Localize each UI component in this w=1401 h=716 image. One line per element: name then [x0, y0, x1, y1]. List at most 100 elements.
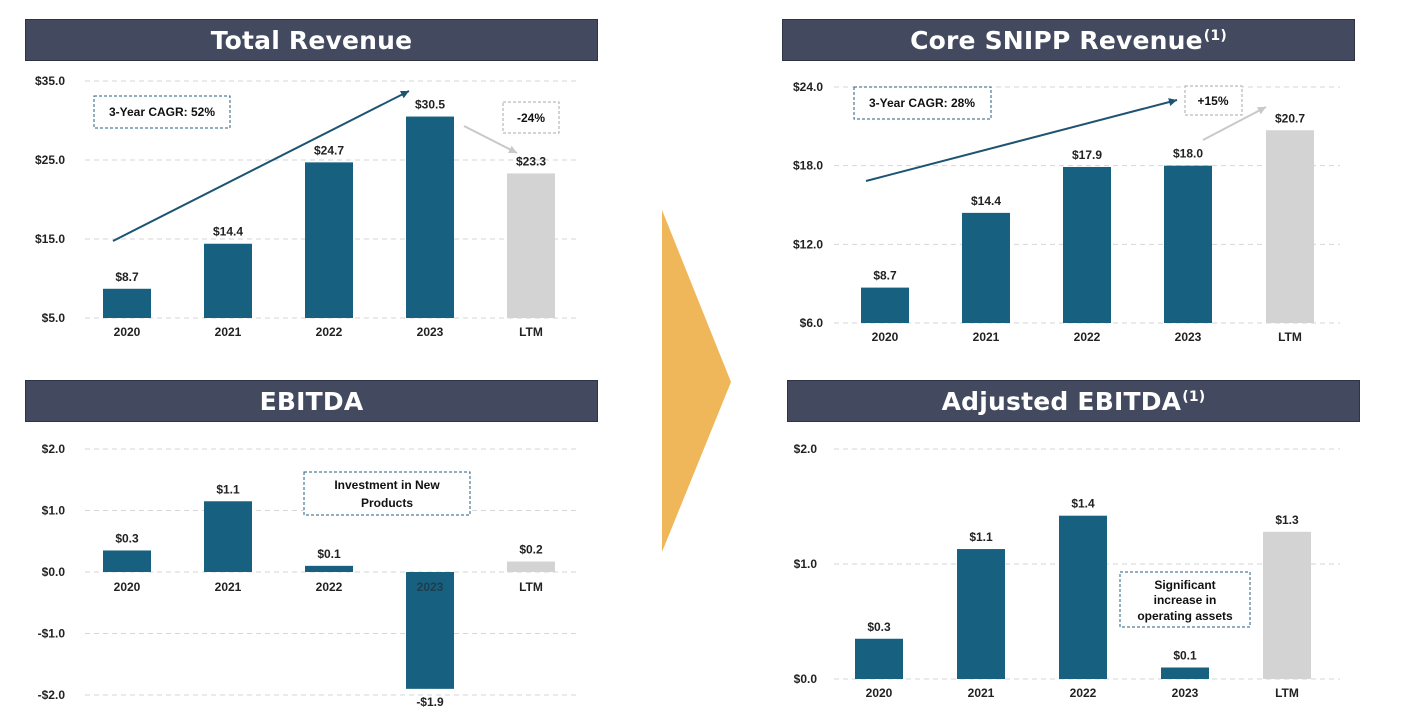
category-label: 2020 — [866, 686, 893, 700]
bar-ltm — [1263, 531, 1311, 679]
operating-assets-note-box — [1119, 571, 1251, 628]
bar-ltm — [507, 561, 555, 572]
value-label: $14.4 — [971, 194, 1001, 208]
investment-note-line: Products — [361, 496, 413, 510]
cagr-box — [853, 86, 992, 120]
y-tick-label: $5.0 — [42, 311, 66, 325]
category-label: 2021 — [215, 325, 242, 339]
value-label: $0.3 — [867, 620, 891, 634]
pct-change-label: +15% — [1197, 94, 1228, 108]
y-tick-label: $18.0 — [793, 159, 823, 173]
value-label: $20.7 — [1275, 111, 1305, 125]
bar-2022 — [1063, 166, 1111, 323]
category-label: 2022 — [316, 325, 343, 339]
bar-2023 — [1164, 165, 1212, 323]
category-label: 2021 — [968, 686, 995, 700]
category-label: 2020 — [114, 325, 141, 339]
y-tick-label: $24.0 — [793, 80, 823, 94]
category-label: LTM — [1278, 330, 1302, 344]
value-label: $24.7 — [314, 143, 344, 157]
y-tick-label: $12.0 — [793, 237, 823, 251]
category-label: 2020 — [114, 580, 141, 594]
category-label: LTM — [1275, 686, 1299, 700]
bar-2023 — [1161, 667, 1209, 679]
value-label: $1.4 — [1071, 497, 1095, 511]
value-label: $8.7 — [115, 270, 139, 284]
ebitda-banner: EBITDA — [25, 380, 598, 422]
y-tick-label: $25.0 — [35, 153, 65, 167]
bar-2020 — [103, 550, 151, 572]
value-label: $8.7 — [873, 269, 897, 283]
decline-arrow-head — [508, 145, 517, 154]
value-label: -$1.9 — [416, 695, 444, 709]
category-label: 2021 — [215, 580, 242, 594]
bar-2022 — [305, 162, 353, 318]
growth-arrow — [112, 90, 410, 242]
value-label: $18.0 — [1173, 147, 1203, 161]
y-tick-label: $0.0 — [794, 672, 818, 686]
category-label: 2022 — [316, 580, 343, 594]
bar-2021 — [957, 549, 1005, 679]
bar-2022 — [305, 565, 353, 572]
adjusted-ebitda-footnote: (1) — [1182, 389, 1206, 405]
ebitda-title: EBITDA — [259, 386, 364, 416]
growth-arrow — [865, 99, 1178, 182]
y-tick-label: $35.0 — [35, 74, 65, 88]
value-label: $30.5 — [415, 98, 445, 112]
cagr-label: 3-Year CAGR: 28% — [869, 96, 975, 110]
y-tick-label: $2.0 — [42, 442, 66, 456]
operating-assets-note-line: operating assets — [1137, 609, 1233, 623]
category-label: 2023 — [417, 580, 444, 594]
y-tick-label: -$2.0 — [38, 688, 66, 702]
y-tick-label: $1.0 — [794, 557, 818, 571]
cagr-box — [93, 95, 231, 129]
cagr-label: 3-Year CAGR: 52% — [109, 105, 215, 119]
growth-arrow-head — [400, 90, 409, 99]
bar-2021 — [204, 243, 252, 318]
bar-2023 — [406, 572, 454, 689]
core-revenue-banner: Core SNIPP Revenue (1) — [782, 19, 1355, 61]
y-tick-label: $2.0 — [794, 442, 818, 456]
category-label: LTM — [519, 325, 543, 339]
bar-2020 — [855, 638, 903, 679]
category-label: LTM — [519, 580, 543, 594]
bar-2023 — [406, 116, 454, 318]
value-label: $0.2 — [519, 543, 543, 557]
pct-change-label: -24% — [517, 111, 545, 125]
y-tick-label: $6.0 — [800, 316, 824, 330]
y-tick-label: $1.0 — [42, 504, 66, 518]
category-label: 2023 — [417, 325, 444, 339]
bar-2022 — [1059, 515, 1107, 679]
total-revenue-title: Total Revenue — [210, 25, 413, 55]
increase-arrow-head — [1257, 107, 1266, 115]
core-revenue-footnote: (1) — [1203, 28, 1227, 44]
investment-note-line: Investment in New — [334, 478, 440, 492]
growth-arrow-head — [1168, 98, 1177, 106]
pct-change-box — [1184, 85, 1243, 116]
core-revenue-title: Core SNIPP Revenue — [910, 25, 1203, 55]
total-revenue-banner: Total Revenue — [25, 19, 598, 61]
adjusted-ebitda-banner: Adjusted EBITDA (1) — [787, 380, 1360, 422]
category-label: 2023 — [1172, 686, 1199, 700]
category-label: 2021 — [973, 330, 1000, 344]
bar-2020 — [861, 287, 909, 323]
value-label: $0.3 — [115, 531, 139, 545]
value-label: $14.4 — [213, 225, 243, 239]
value-label: $0.1 — [317, 547, 341, 561]
decline-arrow — [463, 125, 518, 154]
category-label: 2022 — [1070, 686, 1097, 700]
value-label: $0.1 — [1173, 649, 1197, 663]
y-tick-label: $15.0 — [35, 232, 65, 246]
value-label: $17.9 — [1072, 148, 1102, 162]
adjusted-ebitda-title: Adjusted EBITDA — [941, 386, 1182, 416]
bar-2021 — [962, 212, 1010, 323]
bar-ltm — [507, 173, 555, 318]
value-label: $1.1 — [969, 530, 993, 544]
category-label: 2023 — [1175, 330, 1202, 344]
pct-change-box — [502, 101, 560, 134]
operating-assets-note-line: increase in — [1154, 593, 1217, 607]
value-label: $1.1 — [216, 482, 240, 496]
